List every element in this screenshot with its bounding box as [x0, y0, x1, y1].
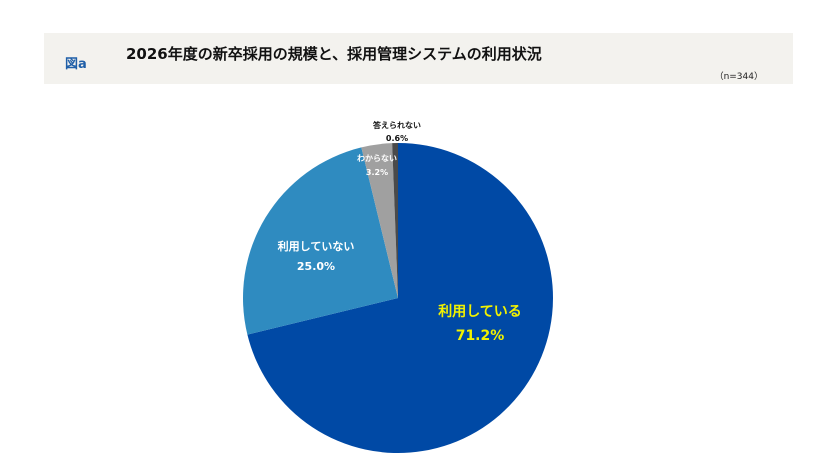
slice-label-3: 答えられない — [373, 120, 421, 130]
slice-value-2: 3.2% — [366, 168, 388, 177]
sample-size: （n=344） — [714, 72, 763, 82]
chart-title: 2026年度の新卒採用の規模と、採用管理システムの利用状況 — [126, 45, 542, 63]
chart-header: 図a 2026年度の新卒採用の規模と、採用管理システムの利用状況 （n=344） — [44, 33, 793, 84]
figure-label: 図a — [65, 57, 87, 72]
slice-value-3: 0.6% — [386, 134, 408, 143]
slice-value-0: 71.2% — [456, 328, 505, 344]
pie-slice-0 — [247, 143, 553, 454]
pie-slice-3 — [392, 143, 398, 298]
slice-value-1: 25.0% — [297, 260, 335, 273]
pie-slice-2 — [361, 143, 398, 298]
pie-slice-1 — [243, 147, 398, 335]
slice-label-2: わからない — [357, 154, 397, 163]
slice-label-1: 利用していない — [278, 239, 355, 253]
slice-label-0: 利用している — [438, 303, 522, 320]
